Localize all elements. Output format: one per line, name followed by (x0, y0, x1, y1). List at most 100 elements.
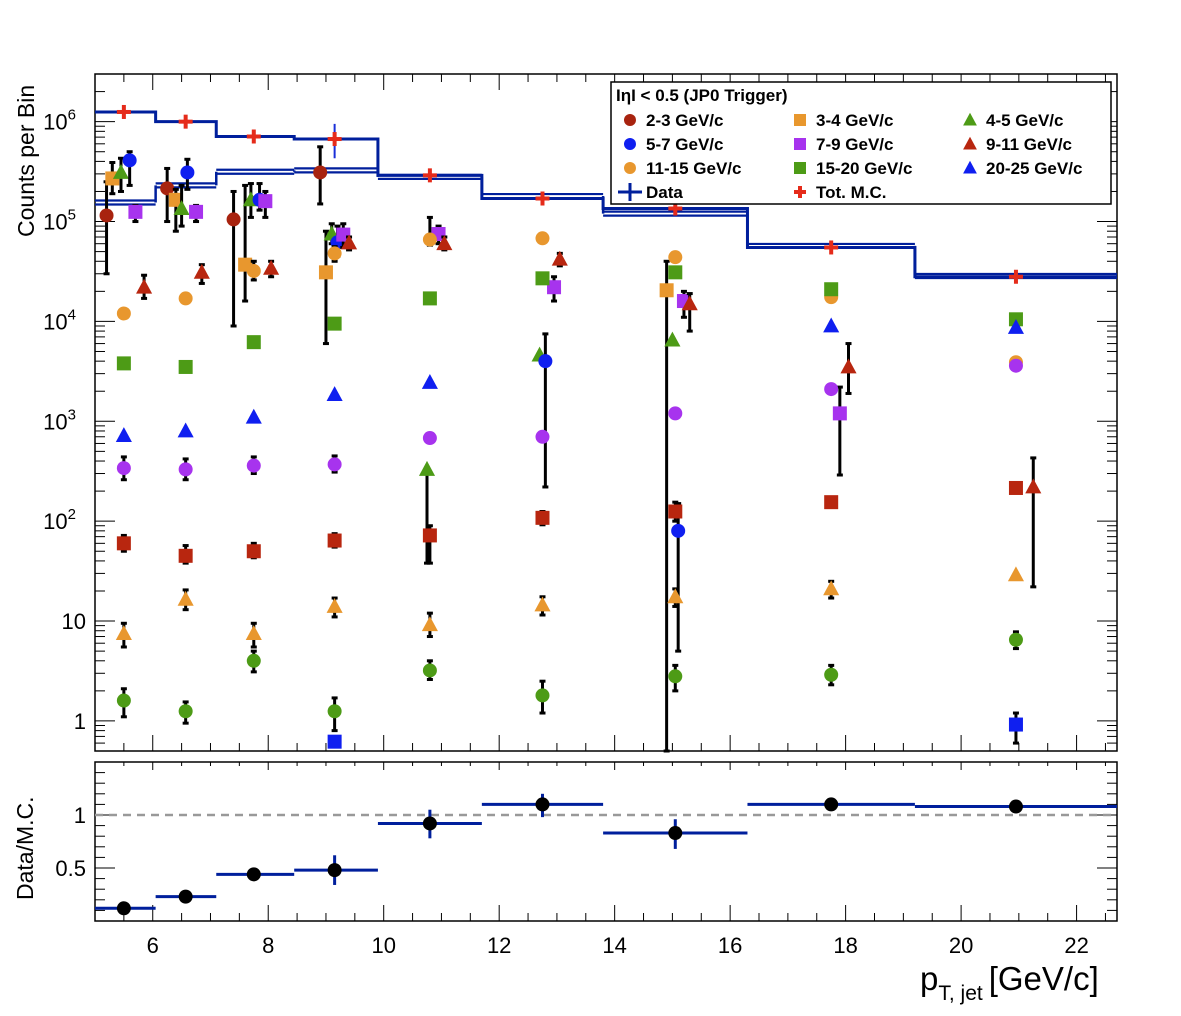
data-point (823, 580, 840, 596)
ratio-point (481, 793, 604, 818)
y-tick-exponent: 5 (68, 207, 76, 224)
y-tick-base: 10 (43, 509, 67, 534)
legend-marker (794, 162, 806, 174)
data-point (1007, 566, 1025, 582)
data-point (318, 265, 333, 280)
legend-entry: 20-25 GeV/c (963, 159, 1082, 178)
x-axis-label-main: p (920, 960, 938, 997)
y-tick-exponent: 2 (68, 506, 76, 523)
data-point (535, 271, 550, 286)
x-tick-label: 8 (262, 933, 274, 958)
data-point (122, 153, 137, 168)
data-point (327, 533, 342, 548)
series-unlabelled-10 (116, 480, 1023, 565)
data-point (136, 278, 153, 294)
y-axis-label-top: Counts per Bin (13, 85, 39, 237)
data-point (535, 231, 550, 246)
data-point (824, 495, 839, 510)
x-tick-label: 12 (487, 933, 511, 958)
ratio-point (95, 901, 156, 916)
data-point (115, 427, 132, 442)
data-point (664, 331, 681, 347)
data-point (116, 306, 131, 321)
x-tick-label: 14 (602, 933, 626, 958)
data-point (422, 663, 437, 678)
legend-entry: 7-9 GeV/c (794, 135, 894, 154)
ratio-point (914, 799, 1117, 814)
series-3-4-gev-c (105, 160, 674, 753)
data-point (535, 510, 550, 525)
data-point (1025, 478, 1042, 494)
data-point (659, 283, 674, 298)
data-point (668, 265, 683, 280)
data-point (112, 164, 130, 179)
data-point (422, 528, 437, 543)
data-point (128, 204, 143, 219)
data-point (418, 460, 436, 476)
data-point (824, 382, 839, 397)
y-tick-exponent: 4 (68, 306, 76, 323)
y-tick-base: 10 (43, 309, 67, 334)
data-point (422, 431, 437, 446)
data-point (422, 291, 437, 306)
series-unlabelled-9 (116, 358, 1023, 482)
data-point (341, 234, 358, 250)
data-point (823, 317, 840, 333)
series-20-25-gev-c (115, 317, 1025, 442)
y-tick-label: 106 (43, 107, 76, 135)
series-unlabelled-13 (327, 711, 1023, 749)
data-point (189, 204, 204, 219)
legend-label: 5-7 GeV/c (646, 135, 724, 154)
legend-label: 3-4 GeV/c (816, 111, 894, 130)
data-point (1007, 319, 1025, 334)
y-tick-exponent: 6 (68, 107, 76, 124)
y-tick-label: 1 (74, 709, 86, 734)
legend-marker (624, 114, 636, 126)
data-point (116, 536, 131, 551)
ratio-marker (422, 816, 437, 831)
y-axis-label-bottom: Data/M.C. (12, 796, 38, 900)
data-point (421, 373, 438, 389)
y-tick-label: 102 (43, 506, 76, 534)
x-tick-label: 10 (371, 933, 395, 958)
ratio-marker (668, 826, 683, 841)
legend-label: 9-11 GeV/c (986, 135, 1072, 154)
legend-marker (624, 162, 636, 174)
data-point (1008, 358, 1023, 373)
data-point (245, 408, 262, 424)
ratio-point (747, 797, 915, 812)
series-4-5-gev-c (112, 156, 681, 565)
data-point (436, 235, 453, 251)
legend-label: 15-20 GeV/c (816, 159, 912, 178)
bottom-plot-frame (94, 761, 1118, 922)
data-point (178, 291, 193, 306)
data-point (327, 734, 342, 749)
data-point (551, 250, 568, 266)
ratio-marker (246, 867, 261, 882)
y-tick-base: 10 (43, 110, 67, 135)
data-point (832, 406, 847, 421)
data-point (177, 422, 194, 438)
data-point (535, 429, 550, 444)
legend-label: Tot. M.C. (816, 183, 887, 202)
data-point (226, 212, 241, 227)
data-point (313, 165, 328, 180)
x-tick-label: 20 (949, 933, 973, 958)
y-tick-label: 0.5 (55, 856, 86, 881)
y-tick-exponent: 3 (68, 406, 76, 423)
y-tick-label: 1 (74, 803, 86, 828)
series-5-7-gev-c (122, 150, 686, 653)
legend-entry: Tot. M.C. (794, 183, 887, 202)
ratio-point (216, 867, 295, 882)
top-plot-frame (94, 73, 1118, 752)
data-point (116, 461, 131, 476)
data-point (263, 259, 280, 275)
legend-label: Data (646, 183, 683, 202)
legend-marker (963, 136, 977, 150)
data-point (177, 590, 194, 606)
x-axis-label-unit: [GeV/c] (989, 960, 1099, 997)
data-point (116, 693, 131, 708)
data-point (178, 704, 193, 719)
data-point (547, 280, 562, 295)
